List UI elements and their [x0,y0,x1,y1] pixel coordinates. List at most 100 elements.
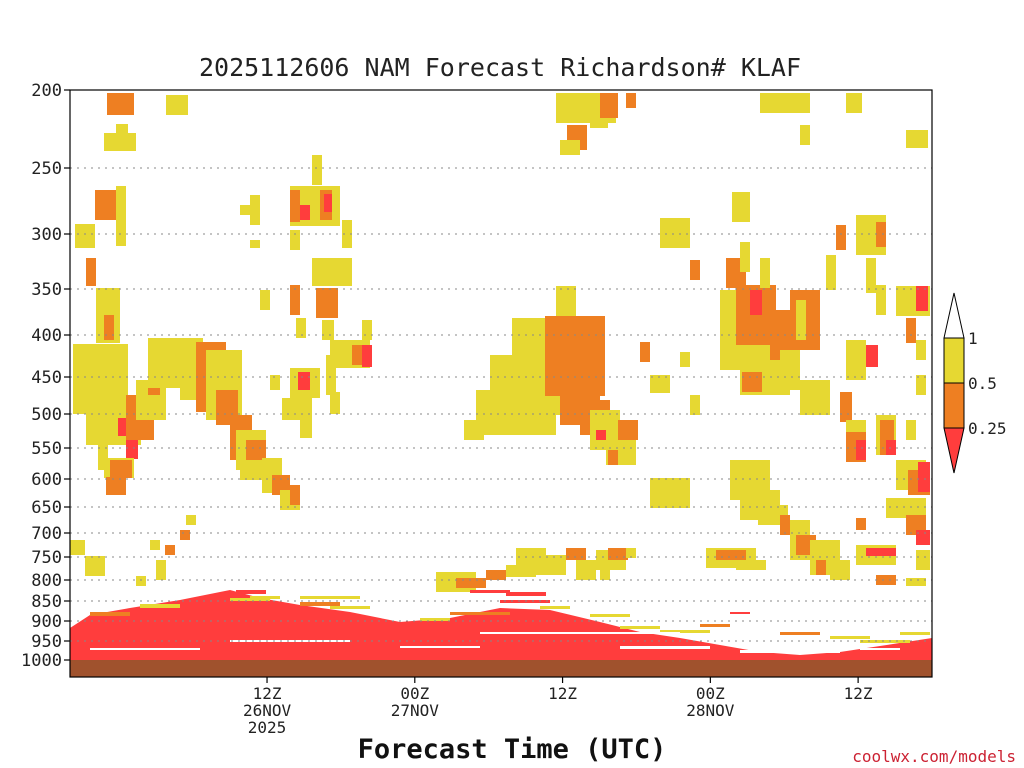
ri-cell [916,550,930,570]
x-tick-label: 00Z [696,684,725,703]
ri-cell [165,545,175,555]
ri-cell [536,555,566,575]
plot-frame [69,89,933,678]
ri-cell [816,560,826,575]
ri-cell [906,578,926,586]
x-tick-label: 00Z [400,684,429,703]
legend-level-label: 1 [968,329,978,348]
y-tick-label: 600 [31,470,62,490]
x-tick-label: 12Z [844,684,873,703]
ri-cell [104,133,136,151]
ri-streak [230,598,270,601]
ri-cell [826,255,836,290]
ri-cell [560,140,580,155]
x-tick-label: 12Z [253,684,282,703]
ri-cell [104,315,114,340]
legend-bin-orange [943,382,965,429]
ri-cell [732,192,750,222]
ri-cell [716,550,746,560]
ri-cell [180,530,190,540]
x-tick-label: 12Z [548,684,577,703]
ri-cell [660,218,690,248]
ri-streak [660,630,710,633]
ri-cell [800,380,830,415]
ri-cell [186,515,196,525]
ri-streak [590,614,630,617]
ri-cell [456,578,486,588]
ri-cell [110,460,132,478]
y-tick-label: 350 [31,280,62,300]
ri-streak [400,646,480,648]
ri-cell [126,437,138,459]
y-axis: 200 250 300 350 400 450 500 550 600 650 700 750 8008… [21,81,70,671]
ri-cell [680,352,690,367]
ri-streak [90,612,130,616]
ri-cell [600,93,618,118]
ri-cell [780,350,800,390]
ground-surface [70,660,932,677]
ri-cell [596,430,606,440]
ri-cell [290,230,300,250]
y-tick-label: 700 [31,524,62,544]
ri-cell [600,570,610,580]
ri-cell [760,258,770,288]
y-tick-label: 850 [31,592,62,612]
ri-cell [75,224,95,248]
ri-cell [736,560,766,570]
ri-streak [250,596,280,599]
ri-cell [260,290,270,310]
ri-cell [916,340,926,360]
ri-streak [900,632,930,635]
ri-cell [156,560,166,580]
ri-cell [362,320,372,340]
y-tick-label: 900 [31,612,62,632]
ri-cell [180,345,200,400]
ri-cell [830,560,850,580]
ri-cell [836,225,846,250]
ri-cell [856,518,866,530]
x-tick-label: 28NOV [686,701,735,720]
ri-cell [300,420,312,438]
ri-cell [282,398,312,420]
ri-streak [470,590,510,593]
ri-cell [876,575,896,585]
ri-cell [362,345,372,367]
ri-cell [906,130,928,148]
ri-cell [916,286,928,311]
ri-streak [450,612,510,615]
y-tick-label: 650 [31,498,62,518]
ri-cell [486,570,506,580]
ri-cell [800,125,810,145]
ri-streak [480,632,680,634]
boundary-layer-band [70,590,932,660]
ri-cell [250,195,260,225]
credit-text: coolwx.com/models [852,747,1016,766]
ri-cell [866,345,878,367]
x-tick-label: 27NOV [391,701,440,720]
ri-cell [107,93,134,115]
legend-bin-high [943,292,965,339]
ri-cell [840,392,852,422]
ri-cell [310,186,322,216]
ri-cell [270,375,280,390]
chart-title: 2025112606 NAM Forecast Richardson# KLAF [199,53,801,82]
ri-cell [846,93,862,113]
color-legend: 1 0.5 0.25 [943,292,1007,474]
ri-cell [106,477,126,495]
ri-cell [98,440,108,470]
ri-cell [740,242,750,272]
ri-streak [140,604,180,608]
ri-cell [240,205,252,215]
y-tick-label: 450 [31,368,62,388]
ri-streak [730,612,750,614]
ri-cell [300,205,310,220]
ri-cell [116,186,126,246]
ri-cell [298,372,310,390]
ri-cell [690,395,700,415]
ri-streak [330,606,370,609]
legend-level-label: 0.25 [968,419,1007,438]
ri-cell [690,260,700,280]
ri-cell [150,540,160,550]
ri-cell [86,258,96,286]
